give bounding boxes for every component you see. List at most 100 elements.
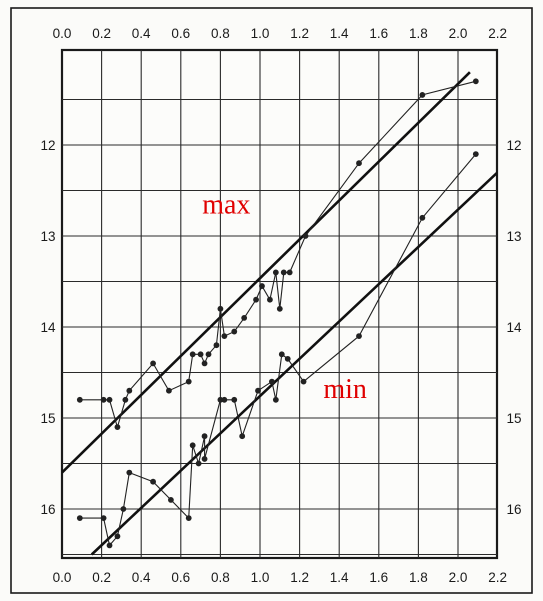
data-point bbox=[217, 305, 224, 312]
data-point bbox=[253, 296, 259, 303]
y-tick-label-left: 16 bbox=[40, 502, 55, 517]
x-tick-label-bottom: 0.6 bbox=[171, 570, 190, 585]
data-point bbox=[221, 333, 228, 339]
data-point bbox=[231, 396, 238, 403]
data-point bbox=[278, 351, 285, 358]
data-point bbox=[255, 387, 261, 394]
data-point bbox=[126, 387, 133, 394]
data-point bbox=[419, 92, 426, 98]
data-point bbox=[419, 214, 426, 221]
annotation-min-label: min bbox=[323, 374, 367, 405]
x-tick-label-bottom: 0.0 bbox=[53, 570, 72, 585]
x-tick-label-bottom: 2.2 bbox=[488, 570, 507, 585]
y-tick-label-right: 13 bbox=[506, 229, 521, 244]
data-point bbox=[168, 497, 174, 503]
data-point bbox=[76, 396, 83, 403]
data-point bbox=[106, 396, 113, 403]
y-tick-label-right: 12 bbox=[506, 138, 521, 153]
data-point bbox=[120, 506, 127, 512]
x-tick-label-top: 1.2 bbox=[290, 26, 309, 41]
data-point bbox=[76, 515, 83, 521]
fit-line-2 bbox=[90, 171, 497, 556]
plot-frame bbox=[60, 48, 499, 560]
y-tick-label-right: 15 bbox=[506, 411, 521, 426]
x-tick-label-bottom: 0.8 bbox=[211, 570, 230, 585]
data-point bbox=[280, 269, 287, 276]
annotation-max-label: max bbox=[202, 189, 250, 220]
data-point bbox=[201, 433, 208, 440]
x-tick-label-top: 1.4 bbox=[330, 26, 349, 41]
y-tick-label-left: 13 bbox=[40, 229, 55, 244]
data-point bbox=[221, 396, 228, 403]
data-point bbox=[268, 378, 275, 385]
data-point bbox=[356, 333, 362, 339]
annotations: max min bbox=[202, 189, 367, 405]
data-point bbox=[472, 78, 479, 85]
x-tick-label-bottom: 1.4 bbox=[330, 570, 349, 585]
x-tick-label-top: 1.0 bbox=[251, 26, 270, 41]
y-tick-label-left: 15 bbox=[40, 411, 55, 426]
data-point bbox=[272, 396, 279, 403]
data-point bbox=[201, 456, 208, 462]
data-point bbox=[114, 424, 121, 430]
y-tick-label-right: 14 bbox=[506, 320, 522, 335]
x-tick-label-top: 0.6 bbox=[171, 26, 190, 41]
data-point bbox=[302, 233, 309, 239]
data-point bbox=[241, 315, 248, 321]
data-point bbox=[356, 160, 362, 167]
data-point bbox=[201, 360, 208, 367]
data-point bbox=[276, 305, 283, 312]
data-point bbox=[100, 515, 107, 521]
x-tick-label-top: 1.8 bbox=[409, 26, 428, 41]
x-tick-label-bottom: 2.0 bbox=[449, 570, 468, 585]
data-point bbox=[300, 378, 307, 385]
data-point bbox=[150, 478, 156, 485]
data-point bbox=[205, 351, 212, 358]
x-tick-label-bottom: 1.6 bbox=[369, 570, 388, 585]
data-series bbox=[76, 78, 479, 549]
x-tick-label-top: 1.6 bbox=[369, 26, 388, 41]
data-point bbox=[272, 269, 279, 276]
data-point bbox=[122, 396, 129, 403]
series-2 bbox=[76, 151, 479, 549]
y-tick-label-left: 14 bbox=[40, 320, 56, 335]
grid-lines bbox=[62, 50, 497, 558]
data-point bbox=[197, 351, 204, 358]
data-point bbox=[189, 351, 196, 358]
x-tick-label-bottom: 1.8 bbox=[409, 570, 428, 585]
data-point bbox=[239, 433, 246, 440]
data-point bbox=[106, 542, 113, 549]
chart-frame bbox=[10, 7, 533, 594]
y-tick-label-right: 16 bbox=[506, 502, 521, 517]
outer-border bbox=[10, 7, 533, 594]
x-tick-label-top: 2.2 bbox=[488, 26, 507, 41]
fit-line-1 bbox=[62, 71, 471, 474]
data-point bbox=[114, 533, 121, 540]
data-point bbox=[259, 283, 265, 289]
series-1 bbox=[76, 78, 479, 430]
y-tick-label-left: 12 bbox=[40, 138, 55, 153]
data-point bbox=[195, 460, 202, 467]
fit-lines bbox=[62, 71, 497, 556]
x-tick-label-top: 2.0 bbox=[449, 26, 468, 41]
x-tick-label-top: 0.8 bbox=[211, 26, 230, 41]
data-point bbox=[100, 396, 107, 403]
data-point bbox=[185, 378, 192, 385]
x-tick-label-bottom: 0.2 bbox=[92, 570, 111, 585]
data-point bbox=[231, 328, 238, 335]
data-point bbox=[185, 515, 192, 521]
data-point bbox=[213, 342, 220, 349]
x-tick-label-top: 0.4 bbox=[132, 26, 151, 41]
x-tick-label-bottom: 1.0 bbox=[251, 570, 270, 585]
data-point bbox=[267, 296, 273, 303]
data-point bbox=[284, 355, 291, 362]
data-point bbox=[150, 360, 156, 367]
x-tick-label-top: 0.0 bbox=[53, 26, 72, 41]
x-tick-label-bottom: 1.2 bbox=[290, 570, 309, 585]
data-point bbox=[472, 151, 479, 158]
data-point bbox=[126, 469, 133, 476]
data-point bbox=[166, 387, 172, 394]
tick-labels: 0.0 0.0 0.2 0.2 0.4 0.4 0.6 0.6 0.8 0.8 1.0 1.0 1.2 1… bbox=[40, 26, 522, 585]
